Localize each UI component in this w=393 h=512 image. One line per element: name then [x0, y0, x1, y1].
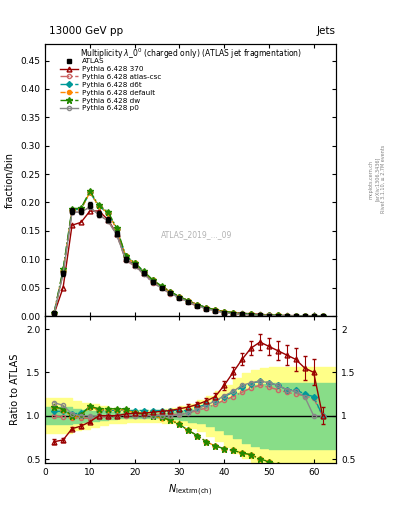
Text: [arXiv:1306.3436]: [arXiv:1306.3436] — [375, 157, 380, 201]
Text: Jets: Jets — [317, 26, 336, 36]
Text: ATLAS_2019_..._09: ATLAS_2019_..._09 — [161, 230, 232, 239]
Text: Multiplicity $\lambda\_0^0$ (charged only) (ATLAS jet fragmentation): Multiplicity $\lambda\_0^0$ (charged onl… — [79, 46, 302, 60]
Legend: ATLAS, Pythia 6.428 370, Pythia 6.428 atlas-csc, Pythia 6.428 d6t, Pythia 6.428 : ATLAS, Pythia 6.428 370, Pythia 6.428 at… — [57, 55, 164, 114]
Y-axis label: fraction/bin: fraction/bin — [5, 152, 15, 208]
Y-axis label: Ratio to ATLAS: Ratio to ATLAS — [10, 354, 20, 425]
X-axis label: $N_{\rm{lextrm}(ch)}$: $N_{\rm{lextrm}(ch)}$ — [169, 483, 213, 498]
Text: mcplots.cern.ch: mcplots.cern.ch — [369, 160, 374, 199]
Text: Rivet 3.1.10, ≥ 2.7M events: Rivet 3.1.10, ≥ 2.7M events — [381, 145, 386, 214]
Text: 13000 GeV pp: 13000 GeV pp — [49, 26, 123, 36]
